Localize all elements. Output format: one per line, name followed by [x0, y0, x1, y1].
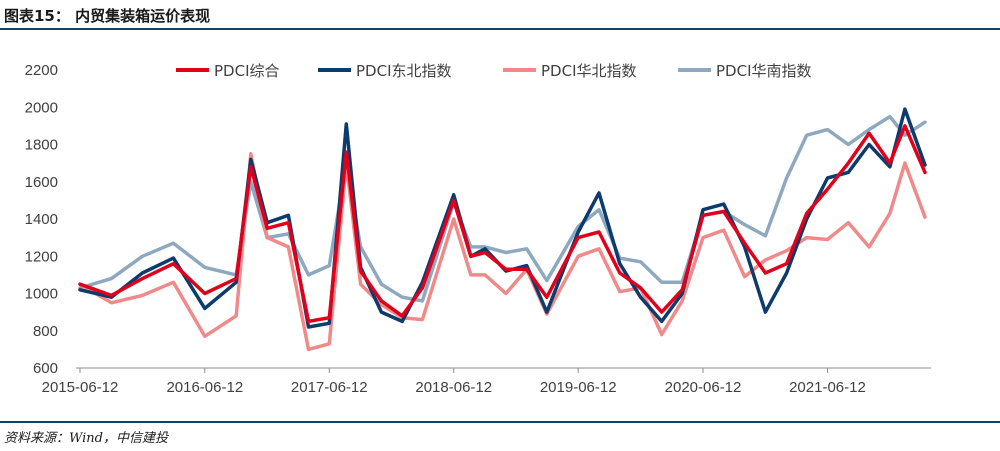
y-tick-label: 1400	[25, 211, 58, 228]
y-tick-label: 800	[33, 323, 58, 340]
y-tick-label: 1600	[25, 174, 58, 191]
legend-label: PDCI东北指数	[356, 62, 452, 80]
x-tick-label: 2019-06-12	[540, 379, 617, 396]
y-tick-label: 2200	[25, 62, 58, 79]
legend-label: PDCI华北指数	[541, 62, 637, 80]
y-axis: 600 800 1000 1200 1400 1600 1800 2000 2200	[25, 62, 58, 377]
legend-item: PDCI东北指数	[318, 62, 452, 80]
legend-item: PDCI华北指数	[503, 62, 637, 80]
y-tick-label: 1200	[25, 248, 58, 265]
series-lines	[78, 107, 927, 352]
title-bar: 图表15： 内贸集装箱运价表现	[0, 0, 1000, 28]
x-tick-label: 2017-06-12	[291, 379, 368, 396]
x-axis: 2015-06-12 2016-06-12 2017-06-12 2018-06-12…	[42, 368, 866, 396]
legend-item: PDCI华南指数	[678, 62, 812, 80]
series-line-PDCI综合	[78, 124, 927, 324]
top-divider	[0, 28, 1000, 30]
line-chart: 600 800 1000 1200 1400 1600 1800 2000 2200 2015-…	[25, 62, 931, 396]
series-line-PDCI华南指数	[78, 114, 927, 303]
legend: PDCI综合 PDCI东北指数 PDCI华北指数 PDCI华南指数	[176, 62, 812, 80]
source-note: 资料来源：Wind，中信建投	[4, 431, 168, 446]
legend-label: PDCI华南指数	[716, 62, 812, 80]
bottom-divider	[0, 421, 1000, 423]
figure-title: 图表15： 内贸集装箱运价表现	[4, 7, 211, 25]
y-tick-label: 2000	[25, 99, 58, 116]
legend-label: PDCI综合	[214, 62, 280, 80]
x-tick-label: 2021-06-12	[789, 379, 866, 396]
x-tick-label: 2016-06-12	[166, 379, 243, 396]
y-tick-label: 1000	[25, 286, 58, 303]
x-tick-label: 2015-06-12	[42, 379, 119, 396]
y-tick-label: 1800	[25, 137, 58, 154]
y-tick-label: 600	[33, 360, 58, 377]
legend-item: PDCI综合	[176, 62, 280, 80]
x-tick-label: 2020-06-12	[665, 379, 742, 396]
x-tick-label: 2018-06-12	[415, 379, 492, 396]
